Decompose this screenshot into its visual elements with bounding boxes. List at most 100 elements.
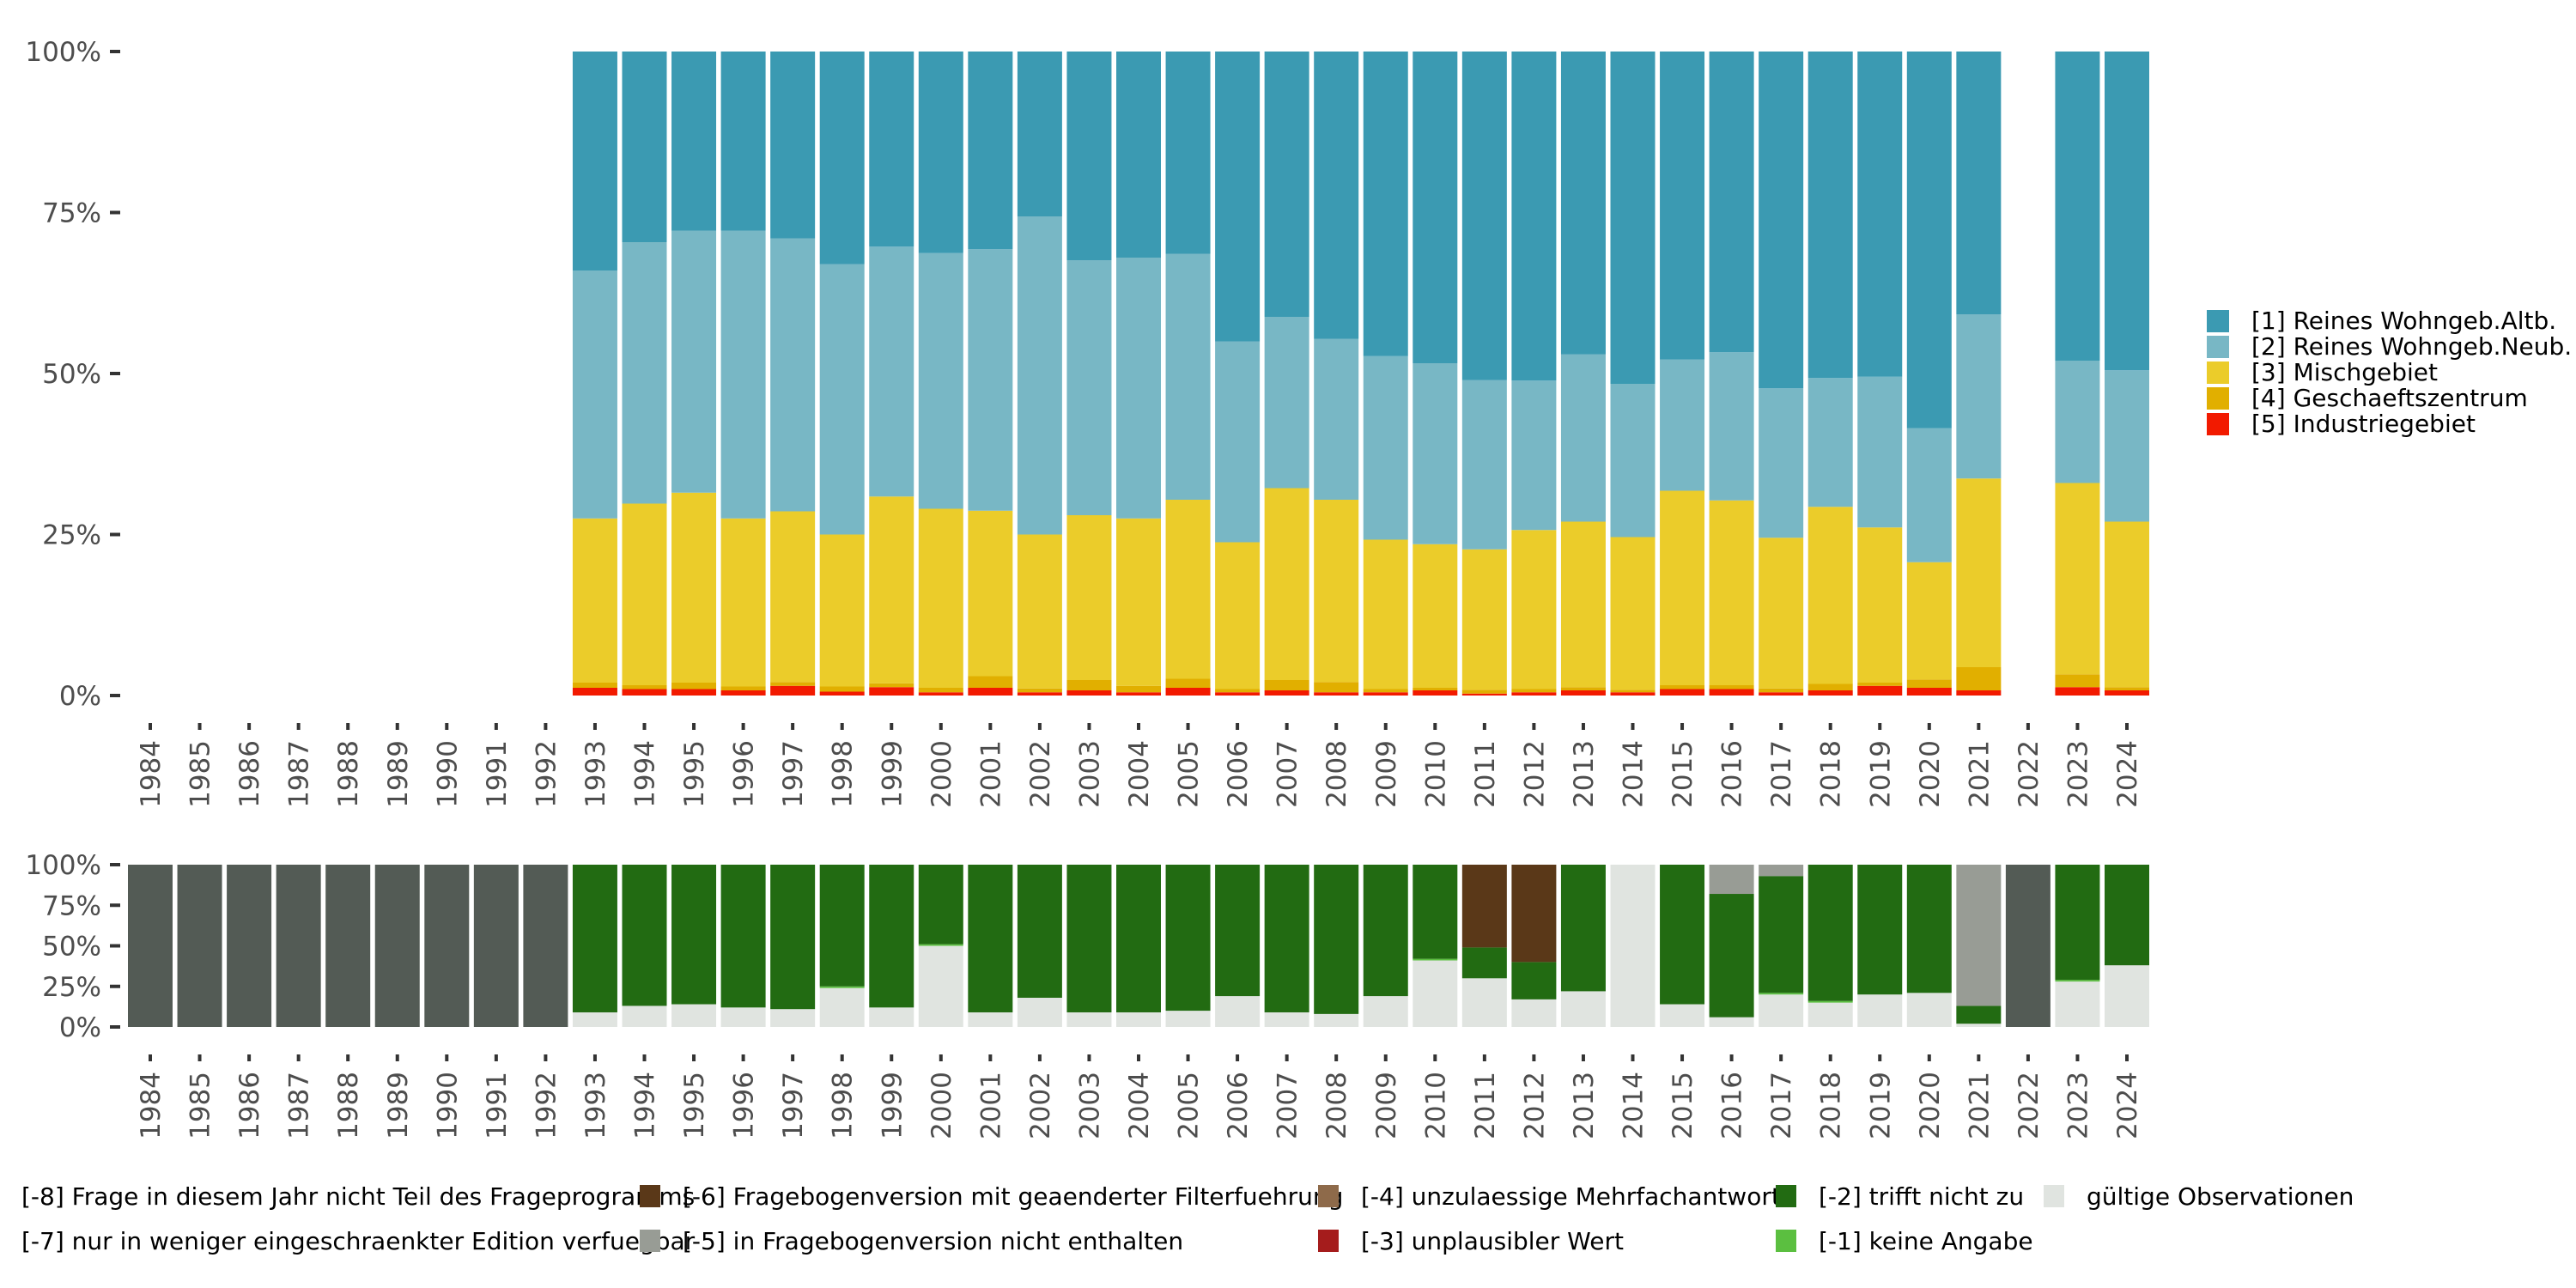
x-tick-label: 2024 <box>2112 1072 2143 1139</box>
bar-segment-1996-2 <box>720 518 766 687</box>
bar-segment-2018-4 <box>1807 52 1853 379</box>
bar-segment-1998-1 <box>819 686 865 692</box>
bar-segment-2001-4 <box>968 52 1013 250</box>
bar-segment-2010-4 <box>1413 52 1458 363</box>
x-tick-label: 2002 <box>1025 1072 1056 1139</box>
bar-segment-2017-0 <box>1759 692 1804 696</box>
x-tick-label: 2015 <box>1668 740 1698 808</box>
bar-segment-2016-0 <box>1709 1017 1754 1027</box>
bar-segment-2011-6 <box>1461 865 1507 948</box>
x-tick-label: 1987 <box>284 740 315 808</box>
bar-segment-2020-2 <box>1906 865 1952 993</box>
bar-segment-2011-0 <box>1461 978 1507 1027</box>
bar-segment-1995-0 <box>671 1004 717 1027</box>
x-tick-label: 1992 <box>531 1072 562 1139</box>
x-tick-label: 1985 <box>185 740 216 808</box>
x-tick-label: 2014 <box>1619 1072 1649 1139</box>
bar-segment-1999-3 <box>869 246 914 497</box>
bar-segment-1993-0 <box>572 688 617 696</box>
bar-segment-2006-3 <box>1215 341 1261 543</box>
bar-segment-1998-4 <box>819 52 865 264</box>
legend-label: [-4] unzulaessige Mehrfachantwort <box>1361 1182 1781 1211</box>
bar-segment-2021-3 <box>1956 314 2002 479</box>
x-tick-label: 2021 <box>1964 1072 1995 1139</box>
bar-segment-2023-3 <box>2055 361 2100 483</box>
bar-segment-2011-0 <box>1461 693 1507 696</box>
bar-segment-2018-2 <box>1807 507 1853 684</box>
bar-segment-2024-4 <box>2105 52 2149 371</box>
bar-segment-1997-2 <box>770 511 816 683</box>
bar-segment-2003-1 <box>1066 680 1112 690</box>
bar-segment-1996-0 <box>720 690 766 696</box>
x-tick-label: 2013 <box>1569 1072 1600 1139</box>
bar-segment-2015-0 <box>1660 689 1705 696</box>
bar-segment-2010-0 <box>1413 960 1458 1027</box>
x-tick-label: 2017 <box>1766 740 1797 808</box>
x-tick-label: 2015 <box>1668 1072 1698 1139</box>
bar-segment-2010-2 <box>1413 544 1458 688</box>
bar-segment-1996-3 <box>720 230 766 519</box>
bar-segment-2016-0 <box>1709 689 1754 696</box>
bar-segment-2010-2 <box>1413 865 1458 959</box>
bar-segment-2018-2 <box>1807 865 1853 1001</box>
bar-segment-1985-8 <box>177 865 222 1027</box>
x-tick-label: 1984 <box>136 740 167 808</box>
bar-segment-1993-3 <box>572 270 617 519</box>
legend-label: [-7] nur in weniger eingeschraenkter Edi… <box>21 1227 696 1255</box>
bar-segment-2001-0 <box>968 1012 1013 1027</box>
x-tick-label: 2000 <box>927 740 957 808</box>
bar-segment-2024-0 <box>2105 690 2149 696</box>
bar-segment-2021-2 <box>1956 1005 2002 1024</box>
bar-segment-2014-2 <box>1610 537 1656 690</box>
bar-segment-2002-1 <box>1017 688 1062 693</box>
bar-segment-2024-3 <box>2105 370 2149 522</box>
bar-segment-2013-0 <box>1560 991 1606 1027</box>
bar-segment-1990-8 <box>424 865 470 1027</box>
x-tick-label: 2018 <box>1816 1072 1847 1139</box>
bar-segment-2020-0 <box>1906 993 1952 1027</box>
y-tick-label: 0% <box>59 681 101 712</box>
bar-segment-1995-1 <box>671 683 717 690</box>
bar-segment-1996-0 <box>720 1007 766 1027</box>
bar-segment-2007-0 <box>1264 690 1309 696</box>
x-tick-label: 1986 <box>234 1072 265 1139</box>
bar-segment-2007-4 <box>1264 52 1309 317</box>
bar-segment-2015-2 <box>1660 865 1705 1005</box>
legend-label: [1] Reines Wohngeb.Altb. <box>2251 307 2556 335</box>
bar-segment-2007-3 <box>1264 317 1309 489</box>
bar-segment-2024-2 <box>2105 865 2149 966</box>
x-tick-label: 2007 <box>1273 1072 1303 1139</box>
bar-segment-2020-3 <box>1906 428 1952 562</box>
bar-segment-2004-0 <box>1116 692 1161 696</box>
bar-segment-1994-0 <box>622 689 667 696</box>
x-tick-label: 2005 <box>1174 1072 1205 1139</box>
bar-segment-2012-2 <box>1511 530 1557 690</box>
bar-segment-2014-3 <box>1610 384 1656 538</box>
bar-segment-2011-2 <box>1461 549 1507 690</box>
bar-segment-2020-2 <box>1906 562 1952 680</box>
bar-segment-2016-3 <box>1709 352 1754 501</box>
bar-segment-1994-3 <box>622 242 667 504</box>
bar-segment-2006-2 <box>1215 865 1261 997</box>
bar-segment-2000-4 <box>918 52 963 253</box>
bar-segment-1999-2 <box>869 496 914 683</box>
bar-segment-2021-0 <box>1956 1024 2002 1027</box>
bar-segment-2004-0 <box>1116 1012 1161 1027</box>
bar-segment-1999-4 <box>869 52 914 247</box>
bar-segment-2007-1 <box>1264 680 1309 690</box>
bar-segment-2005-2 <box>1165 865 1211 1012</box>
x-tick-label: 1993 <box>580 740 611 808</box>
bar-segment-1996-1 <box>720 686 766 690</box>
x-tick-label: 2011 <box>1470 1072 1501 1139</box>
x-tick-label: 2000 <box>927 1072 957 1139</box>
bar-segment-2016-1 <box>1709 685 1754 690</box>
bar-segment-2007-2 <box>1264 865 1309 1012</box>
bar-segment-2008-0 <box>1314 1013 1359 1027</box>
bar-segment-2012-4 <box>1511 52 1557 381</box>
x-tick-label: 2011 <box>1470 740 1501 808</box>
bar-segment-2017-1 <box>1759 688 1804 693</box>
bar-segment-1993-1 <box>572 683 617 688</box>
x-tick-label: 2007 <box>1273 740 1303 808</box>
bar-segment-1994-0 <box>622 1005 667 1027</box>
